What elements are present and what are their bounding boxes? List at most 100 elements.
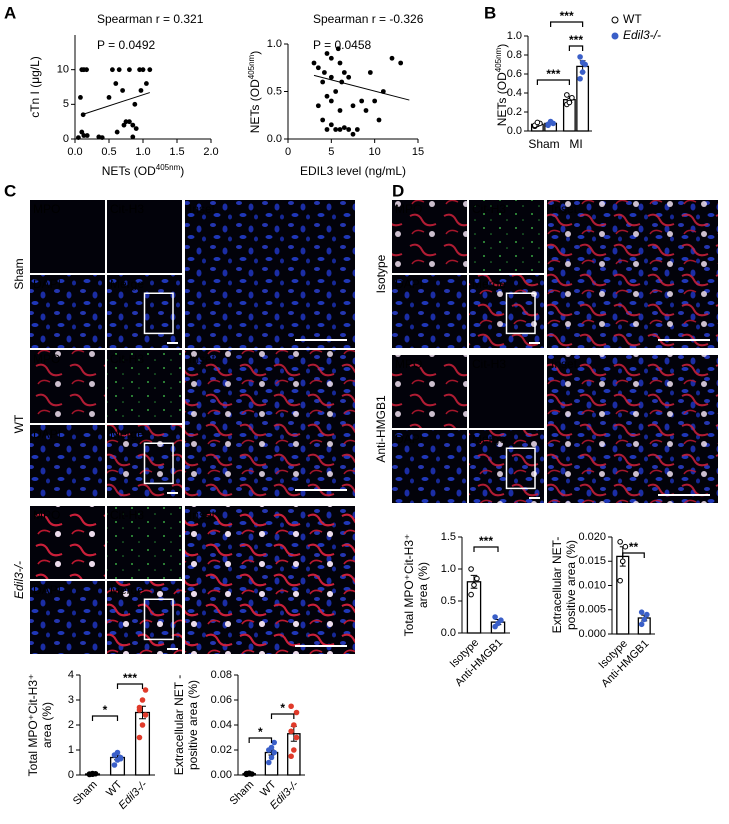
point	[291, 722, 297, 728]
y-tick-label: 0.005	[578, 604, 606, 616]
point	[337, 127, 343, 132]
point	[84, 133, 90, 138]
x-axis-label: EDIL3 level (ng/mL)	[300, 164, 406, 178]
point	[288, 728, 294, 735]
y-axis-label: NETs (OD405nm)	[494, 44, 509, 126]
point	[638, 609, 645, 615]
x-tick-label: 2.0	[203, 146, 218, 158]
channel-label: Merge	[110, 277, 144, 291]
stain	[392, 200, 467, 273]
point	[130, 122, 136, 128]
y-tick-label: 0.0	[507, 125, 522, 137]
stain	[30, 350, 105, 423]
channel-label: Merge	[472, 277, 506, 291]
point	[120, 88, 125, 93]
point	[137, 67, 143, 73]
point	[577, 75, 583, 82]
stain	[547, 355, 718, 503]
stain	[185, 350, 355, 498]
panel-label: B	[484, 3, 496, 22]
x-tick-label: 10	[369, 146, 381, 158]
point	[271, 749, 278, 756]
y-axis-label: Extracellular NET-	[550, 537, 564, 634]
point	[337, 60, 343, 66]
row-label: WT	[12, 414, 26, 433]
point	[350, 131, 356, 137]
row-label: Anti-HMGB1	[374, 395, 388, 463]
y-tick-label: 1.0	[507, 30, 522, 42]
y-tick-label: 0.08	[211, 669, 232, 681]
trend-line	[313, 74, 410, 101]
point	[78, 95, 83, 100]
row-label: Sham	[12, 258, 26, 289]
y-tick-label: 0.06	[211, 694, 232, 706]
point	[81, 133, 87, 138]
point	[638, 621, 645, 628]
point	[376, 117, 382, 123]
y-axis-label-sup: 405nm	[494, 47, 503, 72]
significance-label: ***	[479, 534, 493, 548]
point	[545, 122, 551, 129]
point	[328, 122, 334, 128]
point	[315, 65, 321, 71]
point	[121, 122, 127, 128]
channel-label: MPO	[395, 202, 422, 216]
y-tick-label: 0.2	[507, 106, 522, 118]
annotation: P = 0.0492	[97, 38, 155, 52]
channel-label: DAPI	[33, 583, 61, 597]
point	[144, 81, 149, 86]
channel-label: DAPI	[33, 427, 61, 441]
significance-bracket	[91, 715, 119, 721]
x-tick-label: 0.0	[67, 146, 82, 158]
y-tick-label: 0	[63, 133, 69, 145]
y-tick-label: 0.02	[211, 744, 232, 756]
x-axis-label-part: EDIL3 level (ng/mL)	[300, 164, 406, 178]
point	[498, 617, 504, 624]
y-axis-label: Extracellular NET -	[172, 675, 186, 775]
stain	[392, 275, 467, 348]
point	[569, 94, 575, 101]
point	[622, 543, 629, 550]
x-tick-label: MI	[569, 137, 582, 151]
y-tick-label: 1	[68, 744, 74, 756]
channel-label: Inset	[189, 202, 216, 216]
y-tick-label: 0.015	[578, 555, 606, 567]
stain	[30, 425, 105, 498]
y-tick-label: 3	[68, 694, 74, 706]
point	[346, 74, 352, 80]
significance-bracket	[550, 21, 584, 27]
point	[246, 770, 252, 776]
y-tick-label: 1.0	[267, 38, 282, 50]
y-axis-label-part: cTn I (μg/L)	[28, 56, 42, 118]
panel-label: C	[4, 181, 16, 200]
channel-label: Cit-H3	[110, 508, 144, 522]
y-axis-label: positive area (%)	[186, 680, 200, 770]
legend-marker	[611, 16, 619, 24]
point	[341, 70, 347, 75]
point	[288, 753, 294, 760]
point	[389, 55, 395, 61]
micrograph	[107, 200, 182, 273]
micrograph	[30, 200, 105, 273]
point	[271, 739, 278, 746]
y-axis-label-part: NETs (OD	[248, 79, 262, 133]
point	[468, 591, 474, 598]
point	[617, 577, 623, 584]
y-axis-label: cTn I (μg/L)	[28, 56, 42, 118]
bar	[576, 65, 590, 132]
point	[328, 74, 334, 80]
point	[114, 129, 120, 135]
point	[293, 734, 300, 741]
y-tick-label: 0.04	[211, 719, 232, 731]
significance-label: ***	[560, 9, 574, 23]
point	[76, 135, 81, 141]
x-tick-label: Edil3-/-	[117, 778, 150, 811]
significance-label: *	[258, 725, 263, 739]
point	[142, 712, 149, 718]
point	[268, 754, 275, 761]
significance-label: *	[280, 701, 285, 715]
point	[315, 103, 321, 109]
channel-label: Cit-H3	[472, 357, 506, 371]
point	[619, 558, 626, 565]
point	[547, 118, 554, 125]
